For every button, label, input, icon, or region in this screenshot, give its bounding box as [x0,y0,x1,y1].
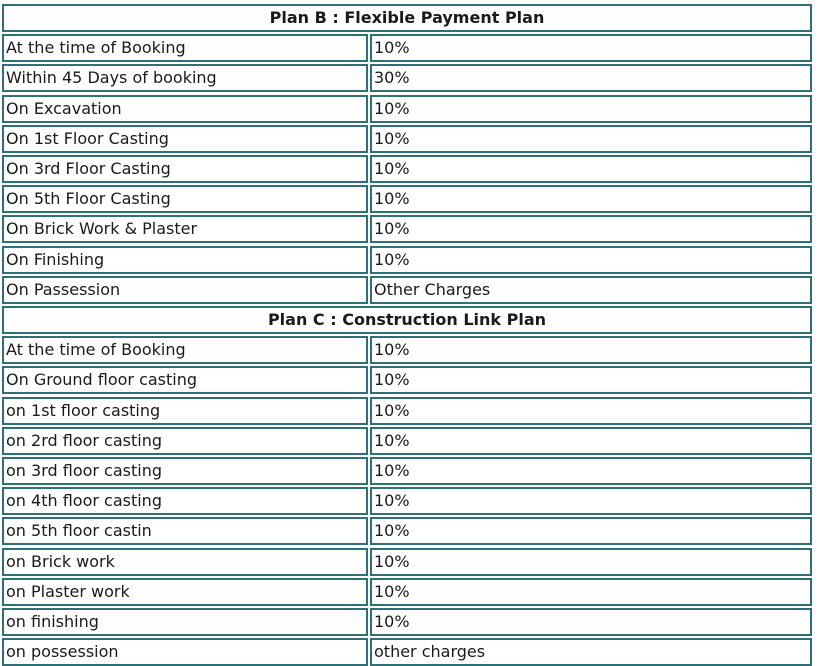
stage-cell: On 3rd Floor Casting [2,155,368,183]
stage-cell: On Excavation [2,94,368,123]
percent-cell: 10% [370,517,812,546]
section-title: Plan C : Construction Link Plan [2,306,812,334]
stage-cell: On Ground floor casting [2,366,368,395]
stage-cell: Within 45 Days of booking [2,64,368,93]
percent-cell: 10% [370,124,812,153]
stage-cell: On 1st Floor Casting [2,124,368,153]
percent-cell: 10% [370,547,812,576]
percent-cell: Other Charges [370,275,812,304]
stage-cell: on 2rd floor casting [2,426,368,455]
percent-cell: 10% [370,34,812,63]
percent-cell: 10% [370,577,812,606]
stage-cell: on 4th floor casting [2,487,368,516]
percent-cell: 10% [370,366,812,395]
percent-cell: 10% [370,94,812,123]
stage-cell: At the time of Booking [2,336,368,365]
percent-cell: 10% [370,336,812,365]
percent-cell: 10% [370,396,812,425]
stage-cell: on 5th floor castin [2,517,368,546]
stage-cell: On Passession [2,275,368,304]
percent-cell: 10% [370,155,812,183]
percent-cell: 10% [370,426,812,455]
stage-cell: on Brick work [2,547,368,576]
percent-cell: 10% [370,245,812,274]
stage-cell: on 1st floor casting [2,396,368,425]
section-title: Plan B : Flexible Payment Plan [2,4,812,32]
stage-cell: On Finishing [2,245,368,274]
stage-cell: At the time of Booking [2,34,368,63]
percent-cell: 10% [370,185,812,214]
percent-cell: 30% [370,64,812,93]
stage-cell: On Brick Work & Plaster [2,215,368,244]
percent-cell: 10% [370,457,812,485]
percent-cell: 10% [370,487,812,516]
stage-cell: On 5th Floor Casting [2,185,368,214]
percent-cell: other charges [370,638,812,666]
stage-cell: on finishing [2,608,368,636]
percent-cell: 10% [370,608,812,636]
stage-cell: on 3rd floor casting [2,457,368,485]
stage-cell: on possession [2,638,368,666]
stage-cell: on Plaster work [2,577,368,606]
percent-cell: 10% [370,215,812,244]
